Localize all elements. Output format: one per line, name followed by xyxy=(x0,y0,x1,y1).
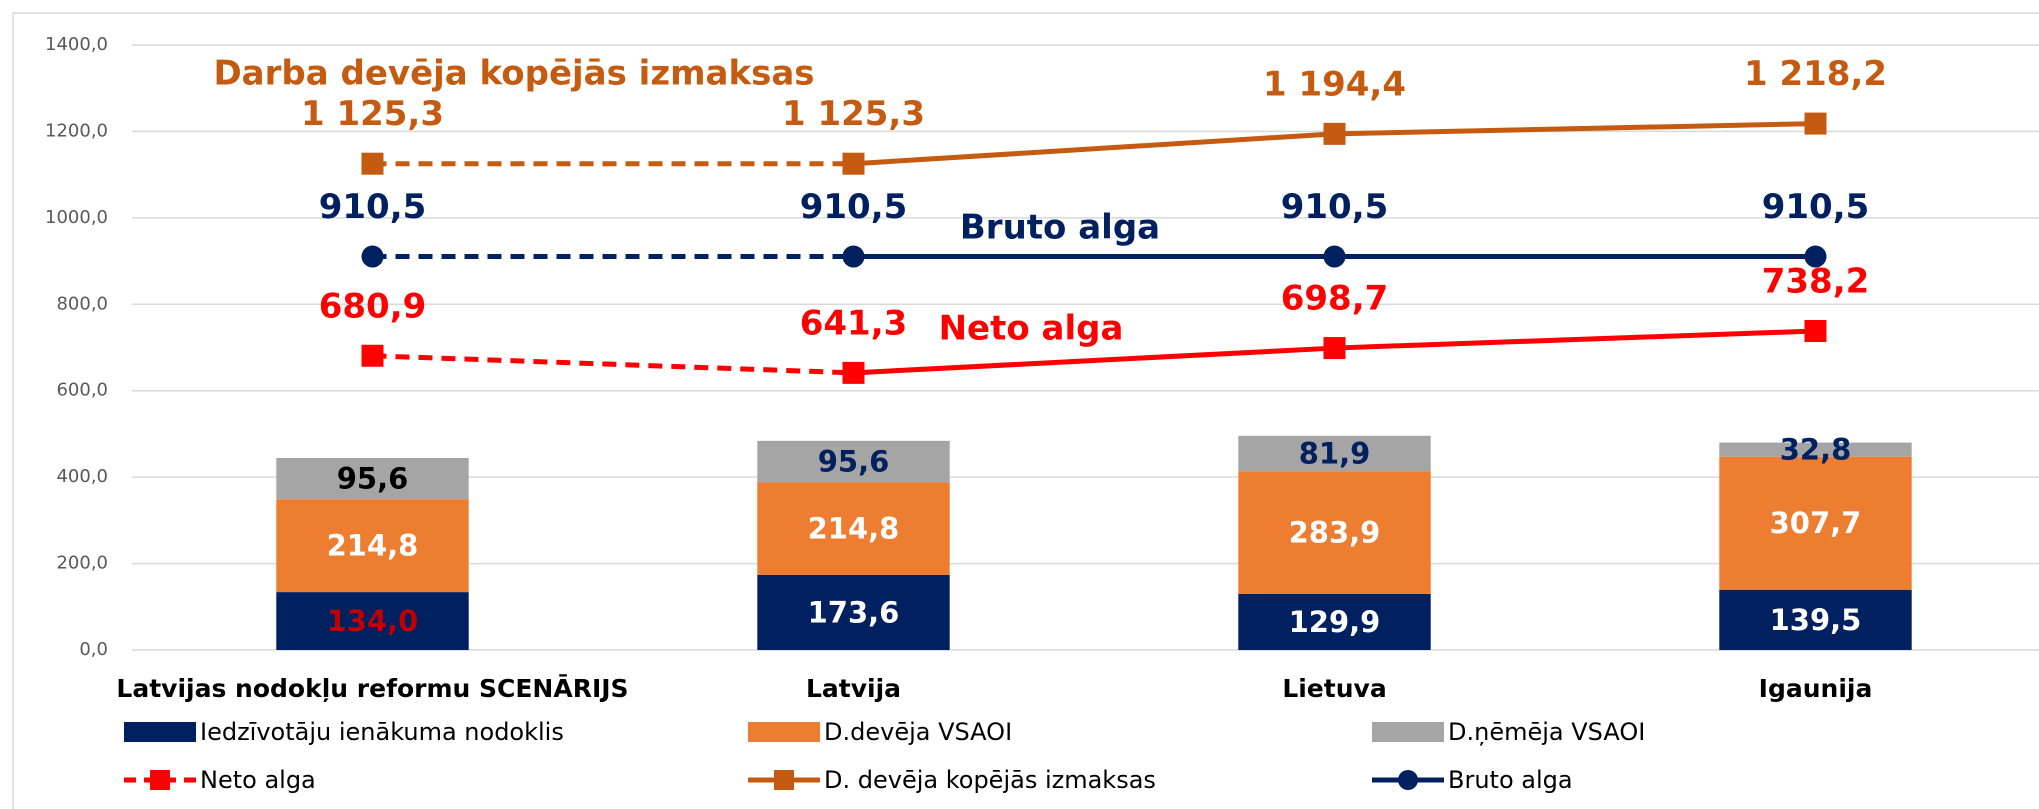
annotation: Darba devēja kopējās izmaksas xyxy=(213,54,814,94)
line-value-label: 910,5 xyxy=(1762,187,1870,227)
line-value-label: 910,5 xyxy=(800,187,908,227)
y-tick-label: 200,0 xyxy=(56,553,108,574)
bar-segment xyxy=(1719,589,1912,650)
line-value-label: 680,9 xyxy=(319,286,427,326)
line-marker xyxy=(1804,245,1827,268)
line-marker xyxy=(1323,245,1346,268)
line-marker xyxy=(842,152,865,175)
x-tick-label: Latvija xyxy=(806,674,901,703)
bar-segment xyxy=(757,482,950,575)
bar-segment xyxy=(1719,456,1912,590)
annotation: Bruto alga xyxy=(960,208,1160,248)
y-tick-label: 0,0 xyxy=(79,639,108,660)
x-tick-label: Lietuva xyxy=(1282,674,1386,703)
line-value-label: 738,2 xyxy=(1762,261,1870,301)
bar-segment xyxy=(1238,471,1431,594)
line-marker xyxy=(1323,122,1346,145)
bar-segment xyxy=(1238,593,1431,650)
line-marker xyxy=(1323,337,1346,360)
bar-value-label: 307,7 xyxy=(1770,506,1862,540)
legend-marker xyxy=(150,770,170,790)
line-value-label: 1 125,3 xyxy=(782,94,925,134)
bar-segment xyxy=(1238,435,1431,472)
legend-label: Iedzīvotāju ienākuma nodoklis xyxy=(200,718,564,746)
line-marker xyxy=(361,152,384,175)
legend-label: D.ņēmēja VSAOI xyxy=(1448,718,1645,746)
line xyxy=(372,353,854,376)
bar-value-label: 214,8 xyxy=(327,529,419,563)
line-value-label: 910,5 xyxy=(319,187,427,227)
y-tick-label: 1200,0 xyxy=(45,120,108,141)
bar-value-label: 95,6 xyxy=(337,462,409,496)
bar-value-label: 95,6 xyxy=(818,444,890,478)
line-value-label: 1 194,4 xyxy=(1263,64,1406,104)
legend-marker xyxy=(774,770,794,790)
bar-value-label: 173,6 xyxy=(808,595,900,629)
y-tick-label: 800,0 xyxy=(56,293,108,314)
bar-segment xyxy=(276,457,469,500)
bar-value-label: 32,8 xyxy=(1780,433,1852,467)
line-value-label: 641,3 xyxy=(800,303,908,343)
bar-segment xyxy=(757,440,950,483)
line-marker xyxy=(361,245,384,268)
legend-label: D.devēja VSAOI xyxy=(824,718,1012,746)
x-tick-label: Latvijas nodokļu reformu SCENĀRIJS xyxy=(116,674,628,703)
line-value-label: 1 218,2 xyxy=(1744,54,1887,94)
y-tick-label: 600,0 xyxy=(56,380,108,401)
bar-segment xyxy=(276,592,469,650)
legend-label: Neto alga xyxy=(200,766,316,794)
legend-marker xyxy=(1398,770,1418,790)
y-tick-label: 1000,0 xyxy=(45,207,108,228)
line-marker xyxy=(1804,112,1827,135)
line-value-label: 1 125,3 xyxy=(301,94,444,134)
bar-value-label: 129,9 xyxy=(1289,605,1381,639)
line-value-label: 910,5 xyxy=(1281,187,1389,227)
bar-value-label: 81,9 xyxy=(1299,436,1371,470)
x-tick-label: Igaunija xyxy=(1759,674,1873,703)
legend-label: Bruto alga xyxy=(1448,766,1573,794)
chart-border xyxy=(12,12,2039,809)
line-marker xyxy=(1804,319,1827,342)
bar-segment xyxy=(276,499,469,593)
legend-label: D. devēja kopējās izmaksas xyxy=(824,766,1156,794)
y-tick-label: 400,0 xyxy=(56,466,108,487)
bar-value-label: 283,9 xyxy=(1289,516,1381,550)
legend-swatch xyxy=(748,722,820,742)
annotation: Neto alga xyxy=(939,309,1124,349)
legend-swatch xyxy=(124,722,196,742)
bar-segment xyxy=(757,574,950,650)
bar-value-label: 139,5 xyxy=(1770,603,1862,637)
line-marker xyxy=(842,245,865,268)
line-marker xyxy=(842,361,865,384)
bar-value-label: 134,0 xyxy=(327,604,419,638)
line-marker xyxy=(361,344,384,367)
line-value-label: 698,7 xyxy=(1281,279,1389,319)
bar-segment xyxy=(1719,442,1912,457)
bar-value-label: 214,8 xyxy=(808,512,900,546)
legend-swatch xyxy=(1372,722,1444,742)
y-tick-label: 1400,0 xyxy=(45,34,108,55)
